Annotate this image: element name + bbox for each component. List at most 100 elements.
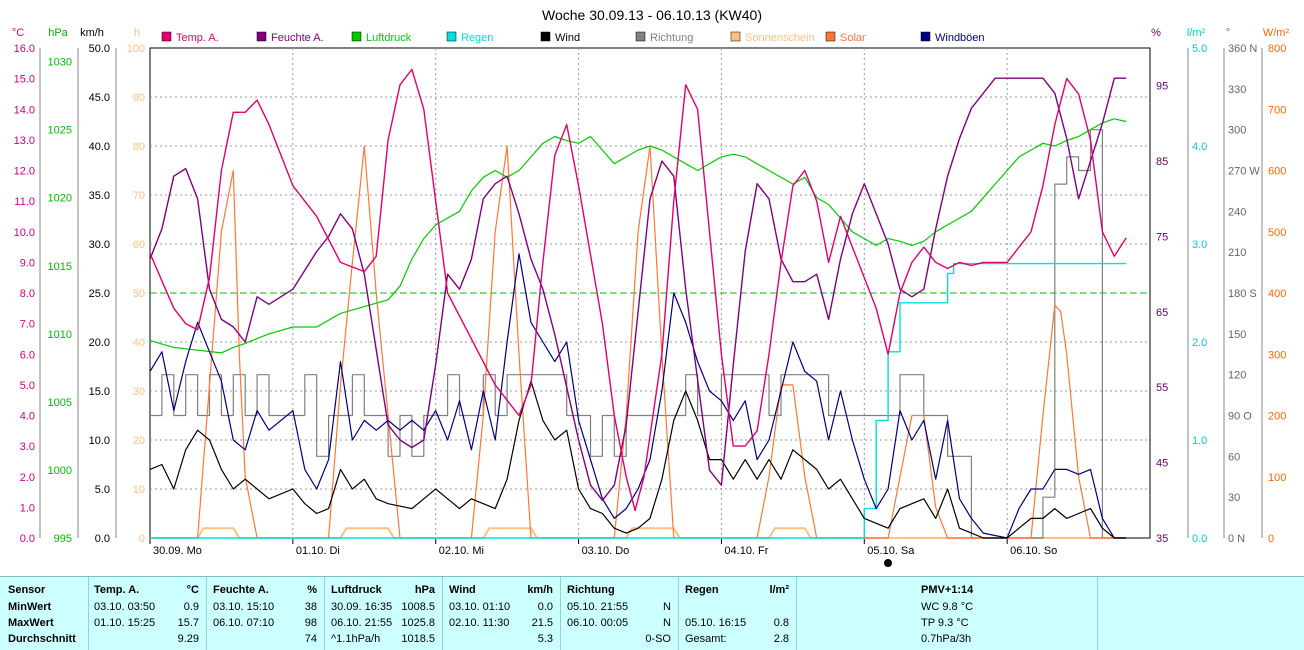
sun-tick-label: 40 xyxy=(133,337,145,349)
solar-unit-label: W/m² xyxy=(1263,27,1290,39)
temp-tick-label: 7.0 xyxy=(20,319,35,331)
press-max-val: 1025.8 xyxy=(401,617,435,629)
solar-tick-label: 200 xyxy=(1268,411,1286,423)
legend-swatch xyxy=(446,31,457,42)
direction-tick-label: 330 xyxy=(1228,84,1246,96)
sun-tick-label: 50 xyxy=(133,288,145,300)
weather-chart: Woche 30.09.13 - 06.10.13 (KW40) Temp. A… xyxy=(11,7,1290,567)
series-gusts xyxy=(149,253,1127,539)
legend-entry: Richtung xyxy=(650,32,693,44)
stats-table: Sensor MinWert MaxWert Durchschnitt Temp… xyxy=(0,576,1304,650)
direction-tick-label: 60 xyxy=(1228,451,1240,463)
temp-max-val: 15.7 xyxy=(177,617,199,629)
sun-tick-label: 80 xyxy=(133,141,145,153)
col-direction: Richtung 05.10. 21:55 N 06.10. 00:05 N 0… xyxy=(560,577,679,650)
pmv-wc: WC 9.8 °C xyxy=(921,601,974,613)
legend-swatch xyxy=(256,31,267,42)
col-humidity: Feuchte A. % 03.10. 15:10 38 06.10. 07:1… xyxy=(206,577,325,650)
direction-tick-label: 30 xyxy=(1228,492,1240,504)
temp-tick-label: 14.0 xyxy=(14,104,35,116)
legend-entry: Regen xyxy=(461,32,493,44)
direction-tick-label: 270 W xyxy=(1228,166,1260,178)
direction-unit-label: ° xyxy=(1226,27,1230,39)
sun-tick-label: 20 xyxy=(133,435,145,447)
solar-tick-label: 600 xyxy=(1268,166,1286,178)
pressure-tick-label: 995 xyxy=(54,533,72,545)
press-max-time: 06.10. 21:55 xyxy=(331,617,393,629)
series-lines xyxy=(149,68,1127,539)
legend-swatch xyxy=(730,31,741,42)
x-tick-label: 01.10. Di xyxy=(296,545,340,557)
wind-max-val: 21.5 xyxy=(531,617,553,629)
temp-tick-label: 3.0 xyxy=(20,441,35,453)
chart-title: Woche 30.09.13 - 06.10.13 (KW40) xyxy=(542,7,762,23)
pressure-tick-label: 1015 xyxy=(48,261,72,273)
col-temp: Temp. A. °C 03.10. 03:50 0.9 01.10. 15:2… xyxy=(88,577,207,650)
hdr-wind: Wind xyxy=(449,584,476,596)
temp-tick-label: 15.0 xyxy=(14,74,35,86)
sun-tick-label: 30 xyxy=(133,386,145,398)
rain-tick-label: 3.0 xyxy=(1192,239,1207,251)
temp-tick-label: 6.0 xyxy=(20,349,35,361)
col-pmv: PMV+1:14 WC 9.8 °C TP 9.3 °C 0.7hPa/3h xyxy=(796,577,1098,650)
rain-max-time: 05.10. 16:15 xyxy=(685,617,747,629)
hdr-temp: Temp. A. xyxy=(94,584,140,596)
legend: Temp. A. Feuchte A. Luftdruck Regen Wind Rich… xyxy=(161,31,985,44)
right-axes: 95 85 75 65 55 45 35 5.0 4.0 3.0 2.0 1.0 0.0 360 N 330… xyxy=(1156,43,1286,545)
wind-tick-label: 50.0 xyxy=(89,43,110,55)
x-tick-label: 03.10. Do xyxy=(582,545,630,557)
rain-tick-label: 1.0 xyxy=(1192,435,1207,447)
solar-tick-label: 100 xyxy=(1268,472,1286,484)
temp-min-val: 0.9 xyxy=(183,601,199,613)
hdr-pmv: PMV+1:14 xyxy=(921,584,974,596)
temp-max-time: 01.10. 15:25 xyxy=(94,617,156,629)
legend-entry: Feuchte A. xyxy=(271,32,324,44)
col-sensor: Sensor MinWert MaxWert Durchschnitt xyxy=(0,577,88,650)
legend-entry: Luftdruck xyxy=(366,32,412,44)
pressure-tick-label: 1010 xyxy=(48,329,72,341)
pmv-trend: 0.7hPa/3h xyxy=(921,633,972,645)
direction-tick-label: 90 O xyxy=(1228,411,1252,423)
direction-tick-label: 210 xyxy=(1228,247,1246,259)
pressure-tick-label: 1030 xyxy=(48,57,72,69)
wind-tick-label: 35.0 xyxy=(89,190,110,202)
legend-entry: Windböen xyxy=(935,32,985,44)
row-label-max: MaxWert xyxy=(8,617,54,629)
wind-tick-label: 0.0 xyxy=(95,533,110,545)
rain-max-val: 0.8 xyxy=(773,617,789,629)
sun-tick-label: 70 xyxy=(133,190,145,202)
hum-max-val: 98 xyxy=(304,617,317,629)
hdr-wind-unit: km/h xyxy=(527,584,553,596)
x-axis-labels: 30.09. Mo 01.10. Di 02.10. Mi 03.10. Do 04.1… xyxy=(149,538,1057,557)
hdr-temp-unit: °C xyxy=(186,584,199,596)
hum-avg-val: 74 xyxy=(304,633,317,645)
legend-swatch xyxy=(920,31,931,42)
rain-total-label: Gesamt: xyxy=(685,633,727,645)
temp-tick-label: 16.0 xyxy=(14,43,35,55)
wind-tick-label: 5.0 xyxy=(95,484,110,496)
rain-tick-label: 4.0 xyxy=(1192,141,1207,153)
solar-tick-label: 500 xyxy=(1268,227,1286,239)
col-rain: Regen l/m² 05.10. 16:15 0.8 Gesamt: 2.8 xyxy=(678,577,797,650)
pressure-tick-label: 1005 xyxy=(48,397,72,409)
legend-swatch xyxy=(540,31,551,42)
axis-unit-labels: °C hPa km/h h% l/m² ° W/m² xyxy=(12,27,1290,39)
wind-tick-label: 25.0 xyxy=(89,288,110,300)
legend-entry: Wind xyxy=(555,32,580,44)
legend-swatch xyxy=(825,31,836,42)
humidity-tick-label: 85 xyxy=(1156,156,1168,168)
hdr-hum-unit: % xyxy=(307,584,317,596)
rain-total-val: 2.8 xyxy=(773,633,789,645)
legend-entry: Temp. A. xyxy=(176,32,219,44)
direction-tick-label: 0 N xyxy=(1228,533,1245,545)
dir-min-time: 05.10. 21:55 xyxy=(567,601,629,613)
series-direction xyxy=(150,129,1127,539)
hdr-sensor: Sensor xyxy=(8,584,46,596)
temp-tick-label: 9.0 xyxy=(20,257,35,269)
x-tick-label: 06.10. So xyxy=(1010,545,1057,557)
wind-tick-label: 30.0 xyxy=(89,239,110,251)
solar-tick-label: 700 xyxy=(1268,104,1286,116)
rain-tick-label: 5.0 xyxy=(1192,43,1207,55)
wind-tick-label: 20.0 xyxy=(89,337,110,349)
hdr-hum: Feuchte A. xyxy=(213,584,269,596)
